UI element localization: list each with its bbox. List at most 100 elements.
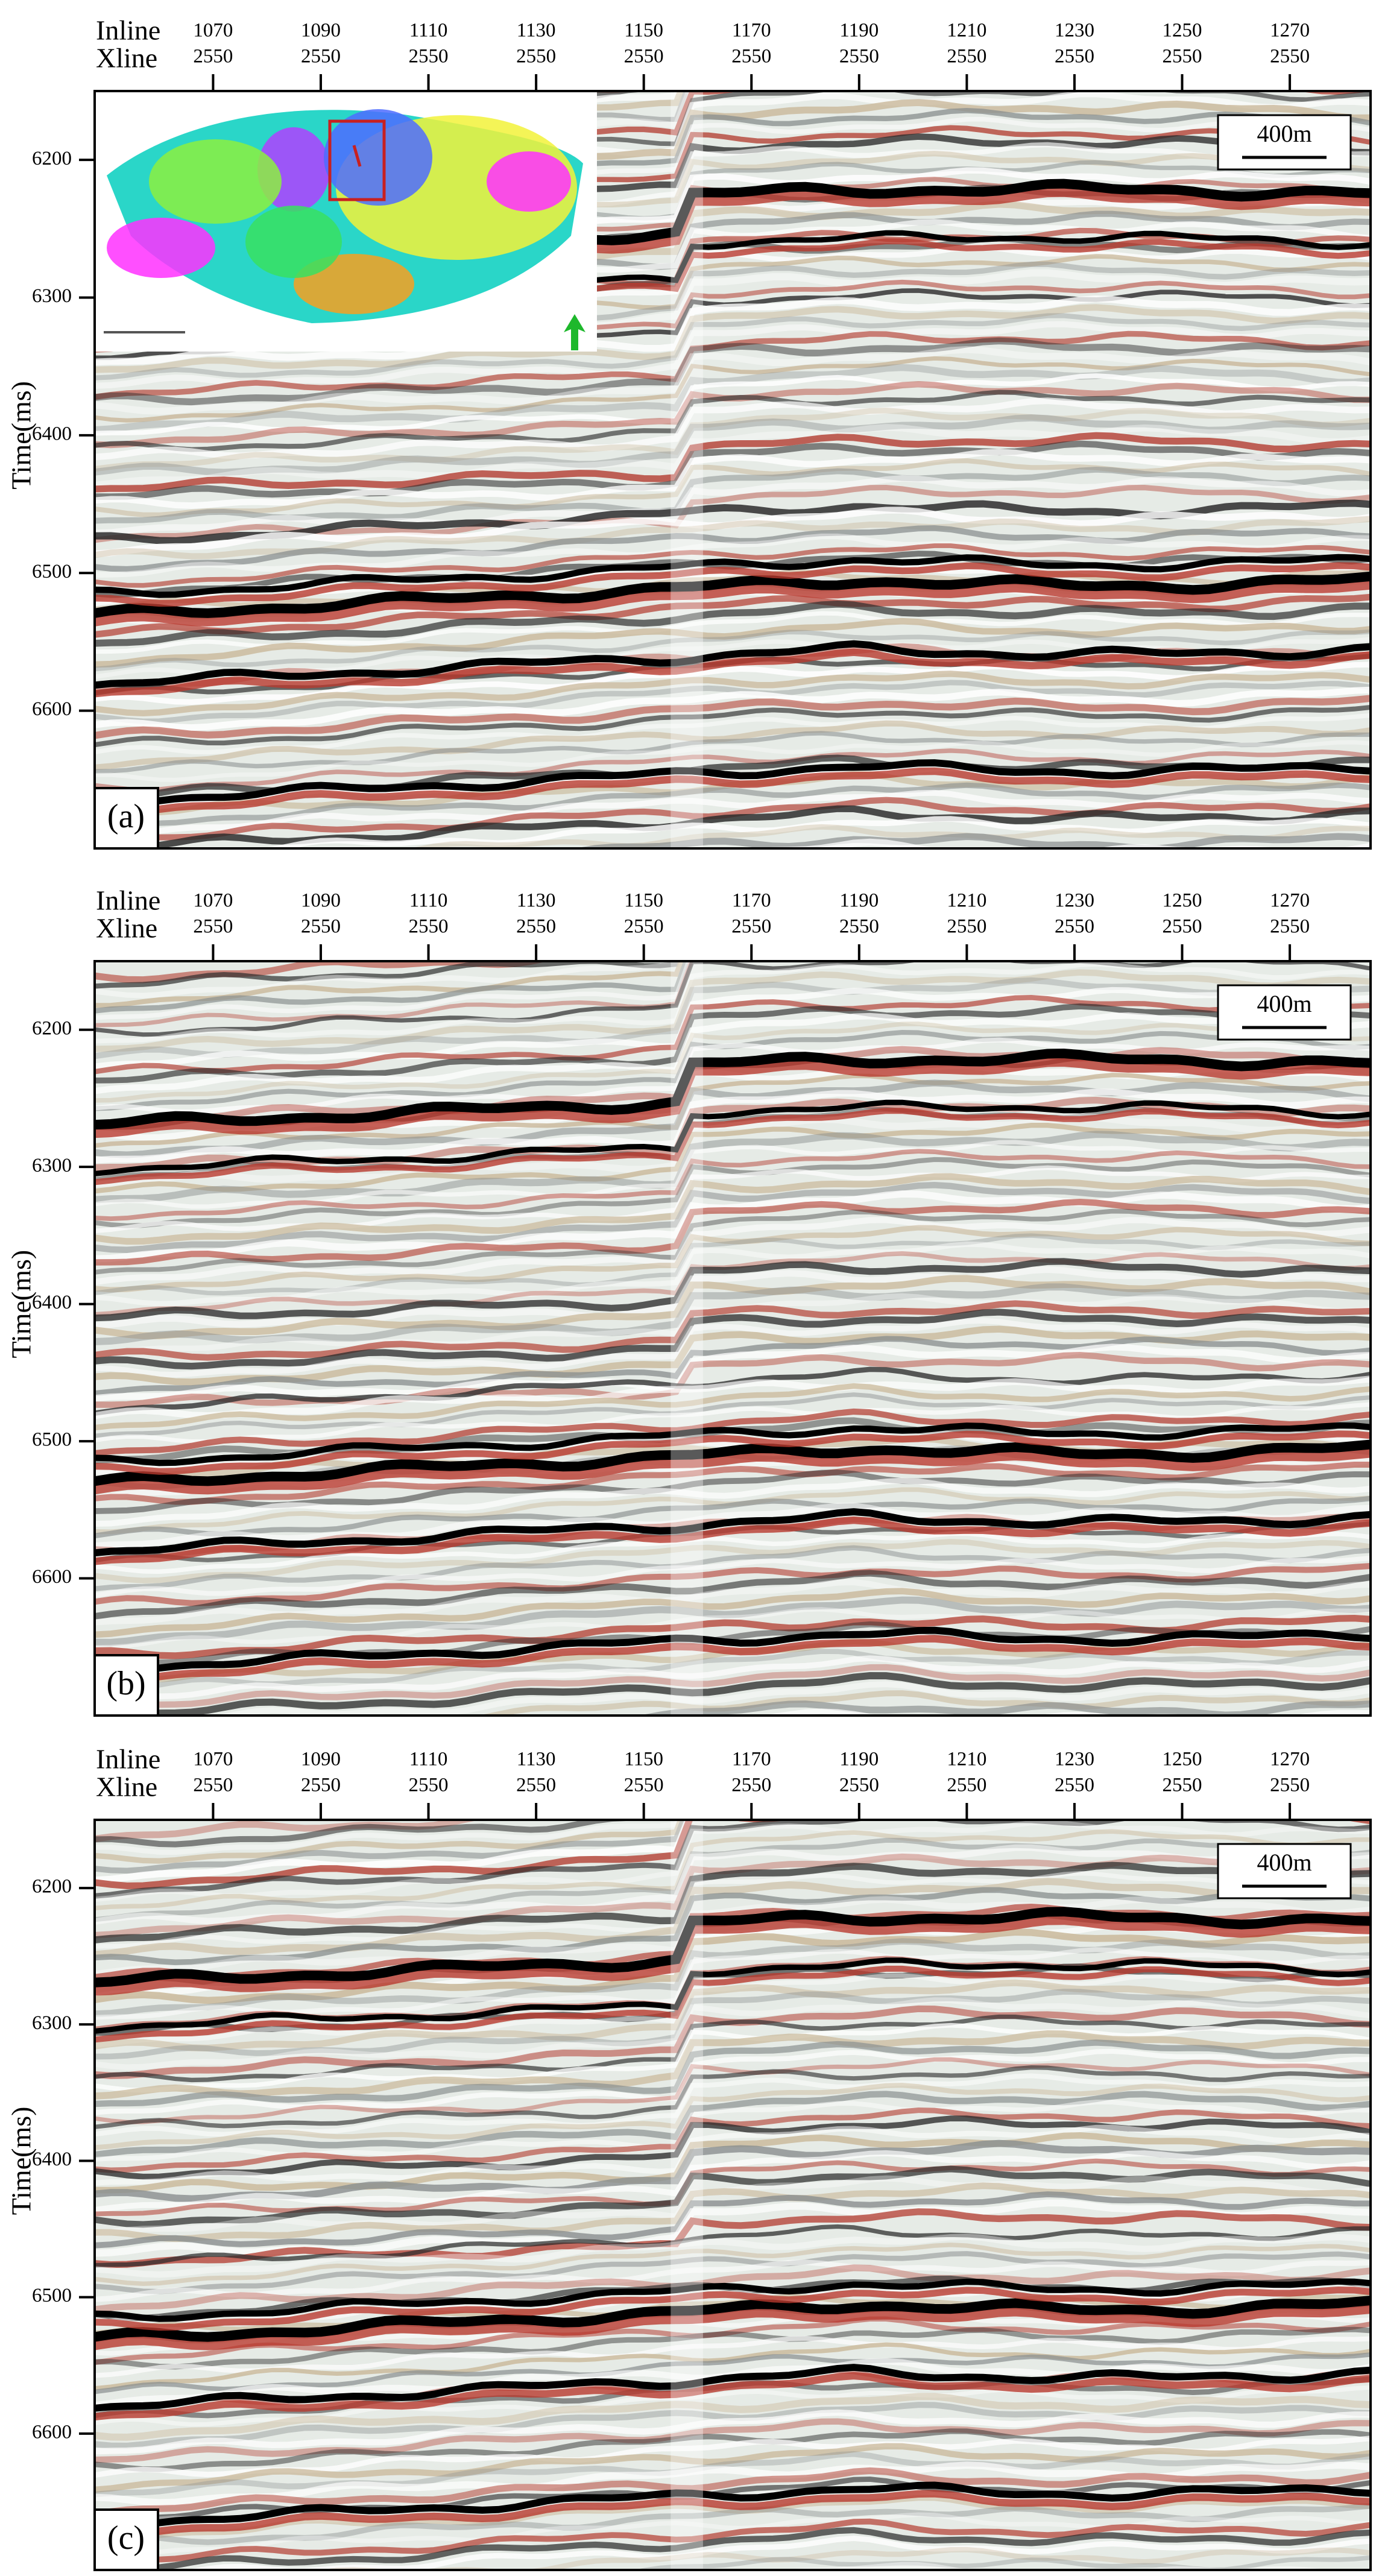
reflector bbox=[95, 1375, 1371, 1419]
reflector bbox=[213, 1681, 1371, 1716]
panel-label: (c) bbox=[107, 2519, 145, 2557]
horizon-black bbox=[95, 1439, 1371, 1486]
panel-label-box bbox=[93, 2508, 159, 2571]
y-tick-label: 6200 bbox=[32, 1876, 72, 1898]
reflector bbox=[95, 1820, 1371, 1899]
xline-tick-label: 2550 bbox=[409, 916, 449, 938]
reflector bbox=[95, 1343, 1371, 1402]
xline-tick-label: 2550 bbox=[1163, 46, 1202, 68]
reflector bbox=[95, 2022, 1371, 2093]
reflector bbox=[95, 2335, 1371, 2378]
reflector bbox=[575, 833, 1371, 848]
xline-tick-label: 2550 bbox=[731, 916, 771, 938]
fault-zone bbox=[671, 1820, 703, 2570]
reflector bbox=[95, 330, 1371, 400]
xline-tick-label: 2550 bbox=[839, 916, 879, 938]
reflector bbox=[95, 680, 1371, 724]
reflector bbox=[95, 1149, 1371, 1221]
x-tick-label: 1230 bbox=[1055, 20, 1094, 42]
reflector bbox=[95, 1123, 1371, 1194]
xline-tick-label: 2550 bbox=[1055, 46, 1094, 68]
xline-tick-label: 2550 bbox=[1270, 46, 1310, 68]
reflector bbox=[95, 2451, 1371, 2498]
y-tick-label: 6500 bbox=[32, 2285, 72, 2306]
reflector bbox=[95, 2057, 1371, 2124]
horizon-red bbox=[95, 1056, 1371, 1138]
panel-frame bbox=[93, 1819, 1372, 2571]
inline-label: Inline bbox=[96, 885, 160, 916]
reflector bbox=[95, 1596, 1371, 1646]
scale-label: 400m bbox=[1257, 990, 1311, 1017]
seismic-section bbox=[95, 1820, 1371, 2570]
reflector bbox=[95, 2224, 1371, 2268]
inset-map-blob bbox=[487, 151, 571, 212]
horizon-black bbox=[95, 1626, 1371, 1675]
reflector bbox=[95, 2039, 1371, 2107]
reflector bbox=[95, 2243, 1371, 2287]
xline-tick-label: 2550 bbox=[947, 916, 986, 938]
x-tick-label: 1150 bbox=[624, 1749, 663, 1770]
reflector bbox=[95, 1531, 1371, 1574]
reflector bbox=[95, 424, 1371, 489]
scale-box bbox=[1217, 1843, 1352, 1899]
reflector bbox=[95, 2124, 1371, 2186]
reflector bbox=[95, 1336, 1371, 1397]
reflector bbox=[95, 2048, 1371, 2115]
reflector bbox=[95, 987, 1371, 1070]
y-tick-label: 6200 bbox=[32, 1017, 72, 1039]
reflector bbox=[95, 1539, 1371, 1583]
fault-zone bbox=[671, 91, 703, 848]
reflector bbox=[95, 704, 1371, 748]
reflector bbox=[95, 2030, 1371, 2100]
xline-tick-label: 2550 bbox=[1055, 916, 1094, 938]
horizon-red bbox=[95, 2372, 1371, 2420]
reflector bbox=[95, 629, 1371, 672]
reflector bbox=[95, 2208, 1371, 2268]
horizon-red bbox=[95, 579, 1371, 627]
scale-label: 400m bbox=[1257, 1849, 1311, 1876]
reflector bbox=[95, 1588, 1371, 1638]
inset-north-arrow bbox=[564, 314, 585, 350]
panel-frame bbox=[93, 90, 1372, 850]
x-tick-label: 1130 bbox=[517, 890, 556, 912]
reflector bbox=[95, 2409, 1371, 2455]
x-tick-label: 1230 bbox=[1055, 890, 1094, 912]
xline-tick-label: 2550 bbox=[409, 1775, 449, 1796]
xline-label: Xline bbox=[96, 913, 157, 944]
xline-tick-label: 2550 bbox=[301, 46, 341, 68]
x-tick-label: 1250 bbox=[1163, 890, 1202, 912]
horizon-red bbox=[95, 1915, 1371, 1996]
y-axis-label: Time(ms) bbox=[6, 1250, 37, 1359]
reflector bbox=[95, 961, 680, 989]
reflector bbox=[95, 2191, 1371, 2249]
reflector bbox=[95, 1157, 1371, 1228]
y-tick-label: 6300 bbox=[32, 2012, 72, 2034]
panel-label: (b) bbox=[106, 1665, 145, 1702]
reflector bbox=[95, 1896, 1371, 1978]
reflector bbox=[95, 1225, 1371, 1293]
scale-box bbox=[1217, 984, 1352, 1041]
reflector bbox=[95, 695, 1371, 739]
reflector bbox=[95, 2342, 1371, 2391]
reflector bbox=[95, 440, 1371, 500]
reflector bbox=[95, 346, 1371, 415]
reflector bbox=[258, 816, 1371, 848]
horizon-red bbox=[95, 648, 1371, 698]
horizon-red bbox=[95, 1448, 1371, 1495]
xline-tick-label: 2550 bbox=[1270, 1775, 1310, 1796]
reflector bbox=[95, 2132, 1371, 2194]
reflector bbox=[95, 390, 1371, 452]
y-tick-label: 6400 bbox=[32, 423, 72, 444]
reflector bbox=[95, 551, 1371, 598]
reflector bbox=[633, 2555, 1371, 2570]
reflector bbox=[95, 533, 1371, 578]
horizon-black bbox=[95, 2296, 1371, 2342]
horizon-red bbox=[95, 1965, 1371, 2043]
inset-map-blob bbox=[245, 206, 342, 278]
reflector bbox=[95, 397, 1371, 461]
reflector bbox=[95, 408, 1371, 472]
xline-tick-label: 2550 bbox=[731, 1775, 771, 1796]
reflector bbox=[95, 782, 1371, 826]
x-tick-label: 1150 bbox=[624, 890, 663, 912]
